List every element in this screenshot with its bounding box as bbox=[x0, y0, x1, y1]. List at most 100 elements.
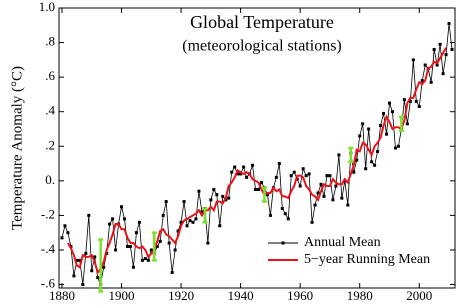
data-point bbox=[298, 184, 302, 188]
data-point bbox=[81, 283, 85, 287]
data-point bbox=[405, 122, 409, 126]
data-point bbox=[60, 236, 64, 240]
data-point bbox=[316, 191, 320, 195]
y-tick-label: .6 bbox=[45, 68, 55, 83]
data-point bbox=[87, 213, 91, 217]
x-tick-label: 1940 bbox=[228, 288, 254, 303]
data-point bbox=[167, 241, 171, 245]
data-point bbox=[230, 170, 234, 174]
data-point bbox=[307, 172, 311, 176]
y-axis-label: Temperature Anomaly (°C) bbox=[9, 66, 25, 230]
legend-marker bbox=[281, 241, 285, 245]
data-point bbox=[72, 274, 76, 278]
data-point bbox=[96, 276, 100, 280]
data-point bbox=[441, 72, 445, 76]
data-point bbox=[215, 193, 219, 197]
data-point bbox=[301, 167, 305, 171]
data-point bbox=[236, 172, 240, 176]
data-point bbox=[423, 63, 427, 67]
data-point bbox=[396, 144, 400, 148]
data-point bbox=[411, 58, 415, 62]
data-point bbox=[114, 248, 118, 252]
x-tick-label: 1920 bbox=[168, 288, 194, 303]
data-point bbox=[274, 175, 278, 179]
y-tick-label: .8 bbox=[45, 34, 55, 49]
data-point bbox=[322, 194, 326, 198]
data-point bbox=[414, 99, 418, 103]
series-line bbox=[61, 23, 453, 286]
chart-subtitle: (meteorological stations) bbox=[182, 38, 342, 55]
data-point bbox=[390, 110, 394, 114]
data-point bbox=[120, 205, 124, 209]
data-point bbox=[200, 210, 204, 214]
data-point bbox=[108, 222, 112, 226]
data-point bbox=[182, 200, 186, 204]
data-point bbox=[170, 270, 174, 274]
data-point bbox=[429, 80, 433, 84]
data-point bbox=[173, 248, 177, 252]
data-point bbox=[450, 47, 454, 51]
data-point bbox=[435, 63, 439, 67]
y-tick-label: -.4 bbox=[41, 241, 56, 256]
data-point bbox=[328, 174, 332, 178]
data-point bbox=[379, 124, 383, 128]
data-point bbox=[245, 175, 249, 179]
data-point bbox=[256, 187, 260, 191]
data-point bbox=[334, 184, 338, 188]
x-tick-label: 2000 bbox=[406, 288, 432, 303]
data-point bbox=[233, 165, 237, 169]
y-tick-label: .4 bbox=[45, 103, 55, 118]
data-point bbox=[370, 160, 374, 164]
plot-frame bbox=[58, 7, 456, 289]
data-point bbox=[361, 122, 365, 126]
data-point bbox=[143, 257, 147, 261]
data-point bbox=[313, 203, 317, 207]
data-point bbox=[227, 196, 231, 200]
x-tick-label: 1880 bbox=[49, 288, 75, 303]
data-point bbox=[125, 245, 129, 249]
data-point bbox=[408, 99, 412, 103]
data-point bbox=[376, 149, 380, 153]
data-point bbox=[337, 153, 341, 157]
legend-label: 5−year Running Mean bbox=[304, 252, 430, 267]
data-point bbox=[444, 53, 448, 57]
data-point bbox=[438, 42, 442, 46]
data-point bbox=[221, 194, 225, 198]
data-point bbox=[131, 265, 135, 269]
data-point bbox=[191, 220, 195, 224]
data-point bbox=[331, 198, 335, 202]
y-tick-label: .2 bbox=[45, 137, 55, 152]
data-point bbox=[218, 224, 222, 228]
data-point bbox=[304, 174, 308, 178]
data-point bbox=[161, 213, 165, 217]
data-point bbox=[447, 22, 451, 26]
data-point bbox=[319, 182, 323, 186]
y-tick-label: 1.0 bbox=[39, 0, 55, 14]
data-point bbox=[179, 220, 183, 224]
data-point bbox=[393, 146, 397, 150]
data-point bbox=[387, 101, 391, 105]
data-point bbox=[265, 193, 269, 197]
data-point bbox=[325, 174, 329, 178]
data-point bbox=[185, 224, 189, 228]
data-point bbox=[140, 258, 144, 262]
data-point bbox=[102, 265, 106, 269]
x-tick-label: 1900 bbox=[109, 288, 135, 303]
data-point bbox=[84, 251, 88, 255]
chart-title: Global Temperature bbox=[190, 12, 334, 32]
y-tick-label: -.6 bbox=[41, 276, 56, 291]
data-point bbox=[310, 220, 314, 224]
data-point bbox=[420, 79, 424, 83]
data-point bbox=[385, 132, 389, 136]
data-point bbox=[66, 231, 70, 235]
data-point bbox=[340, 196, 344, 200]
data-point bbox=[176, 229, 180, 233]
data-point bbox=[93, 255, 97, 259]
data-point bbox=[352, 170, 356, 174]
data-point bbox=[188, 219, 192, 223]
data-point bbox=[239, 172, 243, 176]
data-point bbox=[367, 127, 371, 131]
y-tick-label: 0. bbox=[45, 172, 55, 187]
data-point bbox=[209, 198, 213, 202]
